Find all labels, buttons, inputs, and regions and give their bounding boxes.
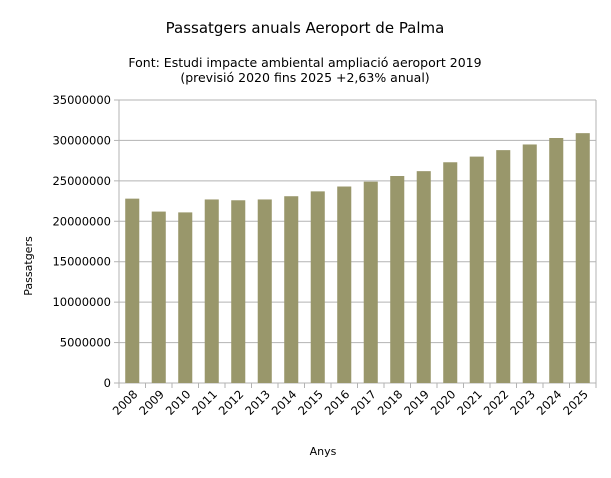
bar-2012 bbox=[231, 200, 246, 383]
bar-2011 bbox=[204, 199, 219, 383]
y-tick-label: 30000000 bbox=[52, 133, 111, 147]
x-tick-label: 2014 bbox=[269, 387, 300, 418]
x-tick-label: 2024 bbox=[534, 387, 565, 418]
bar-2014 bbox=[284, 196, 299, 383]
x-tick-label: 2013 bbox=[242, 387, 273, 418]
bar-2018 bbox=[390, 176, 405, 383]
bar-2015 bbox=[310, 191, 325, 383]
gridlines bbox=[114, 99, 597, 388]
x-tick-label: 2010 bbox=[163, 387, 194, 418]
x-axis-label: Anys bbox=[310, 445, 337, 458]
y-tick-label: 10000000 bbox=[52, 295, 111, 309]
bar-2010 bbox=[178, 212, 193, 383]
x-tick-labels: 2008200920102011201220132014201520162017… bbox=[110, 387, 591, 418]
x-tick-label: 2020 bbox=[428, 387, 459, 418]
y-axis-label: Passatgers bbox=[22, 236, 35, 296]
bar-2024 bbox=[549, 138, 564, 383]
y-tick-labels: 0 5000000 10000000 15000000 20000000 25000000… bbox=[52, 93, 111, 390]
bar-2008 bbox=[125, 198, 140, 383]
chart-title: Passatgers anuals Aeroport de Palma bbox=[166, 19, 445, 37]
x-tick-label: 2016 bbox=[322, 387, 353, 418]
bar-2025 bbox=[575, 133, 590, 383]
x-tick-label: 2022 bbox=[481, 387, 512, 418]
x-tick-label: 2025 bbox=[560, 387, 591, 418]
bar-2023 bbox=[522, 144, 537, 383]
bar-2019 bbox=[416, 171, 431, 383]
bar-2021 bbox=[469, 156, 484, 383]
bar-2009 bbox=[151, 211, 166, 383]
x-tick-label: 2018 bbox=[375, 387, 406, 418]
x-tick-label: 2015 bbox=[295, 387, 326, 418]
y-tick-label: 5000000 bbox=[60, 336, 111, 350]
y-tick-label: 0 bbox=[104, 376, 111, 390]
y-tick-label: 25000000 bbox=[52, 174, 111, 188]
bar-2017 bbox=[363, 181, 378, 383]
x-tick-label: 2008 bbox=[110, 387, 141, 418]
bar-2022 bbox=[496, 150, 511, 383]
bars bbox=[125, 133, 590, 383]
chart-subtitle-line1: Font: Estudi impacte ambiental ampliació… bbox=[128, 55, 481, 70]
x-tick-label: 2017 bbox=[348, 387, 379, 418]
x-tick-label: 2011 bbox=[189, 387, 220, 418]
bar-2016 bbox=[337, 186, 352, 383]
bar-2013 bbox=[257, 199, 272, 383]
y-tick-label: 35000000 bbox=[52, 93, 111, 107]
x-tick-label: 2009 bbox=[136, 387, 167, 418]
y-tick-label: 15000000 bbox=[52, 255, 111, 269]
chart-subtitle-line2: (previsió 2020 fins 2025 +2,63% anual) bbox=[180, 70, 429, 85]
x-tick-label: 2012 bbox=[216, 387, 247, 418]
x-tick-label: 2021 bbox=[454, 387, 485, 418]
x-tick-label: 2023 bbox=[507, 387, 538, 418]
x-tick-label: 2019 bbox=[401, 387, 432, 418]
y-tick-label: 20000000 bbox=[52, 214, 111, 228]
bar-2020 bbox=[443, 162, 458, 383]
